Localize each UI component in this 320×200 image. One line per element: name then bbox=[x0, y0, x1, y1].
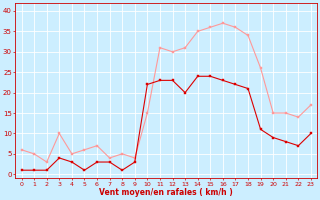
X-axis label: Vent moyen/en rafales ( km/h ): Vent moyen/en rafales ( km/h ) bbox=[100, 188, 233, 197]
